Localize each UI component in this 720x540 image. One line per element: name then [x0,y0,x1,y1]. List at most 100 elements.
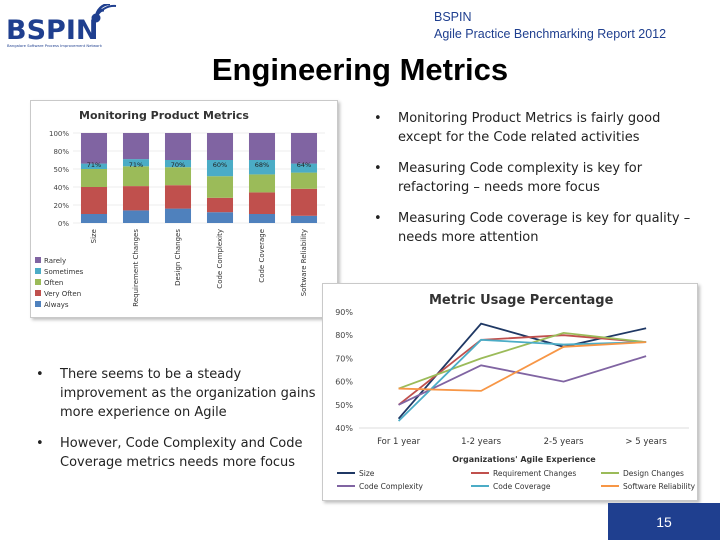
legend-label: Software Reliability [623,482,696,491]
y-tick-label: 100% [49,130,69,138]
bullets-right: Monitoring Product Metrics is fairly goo… [374,109,694,259]
bar-segment [248,133,276,160]
data-label: 64% [297,161,311,169]
bullet-item: There seems to be a steady improvement a… [36,365,320,422]
x-tick-label: Requirement Changes [132,229,140,307]
legend-swatch [35,268,41,274]
series-line [398,334,647,406]
y-tick-label: 0% [58,220,69,228]
legend-swatch [35,290,41,296]
bar-segment [122,166,150,187]
legend-label: Rarely [44,257,66,265]
series-line [398,331,647,390]
x-axis-label: Organizations' Agile Experience [452,455,596,464]
bspin-logo: BSPIN Bangalore Software Process Improve… [6,4,117,48]
bullet-item: However, Code Complexity and Code Covera… [36,434,320,472]
legend-label: Design Changes [623,469,684,478]
monitoring-metrics-chart: Monitoring Product Metrics 0% 20% 40% 50% 80%… [30,100,338,318]
bar-segment [80,133,108,164]
bar-segment [290,133,318,164]
y-tick-label: 70% [335,354,353,363]
data-label: 68% [255,161,269,169]
x-tick-label: Code Coverage [258,229,266,283]
bar-segment [122,133,150,160]
bar-segment [248,160,276,175]
legend-swatch [35,301,41,307]
y-tick-label: 50% [335,401,353,410]
y-tick-label: 20% [53,202,69,210]
bullets-left: There seems to be a steady improvement a… [36,365,320,484]
y-tick-label: 50% [53,166,69,174]
bar-segment [206,133,234,160]
bar-segment [206,197,234,213]
metric-usage-svg: Metric Usage Percentage 40% 50% 60% 70% 80% 90… [335,293,696,491]
x-tick-label: Software Reliability [300,229,308,296]
bar-segment [122,210,150,223]
monitoring-metrics-svg: Monitoring Product Metrics 0% 20% 40% 50% 80%… [35,109,325,309]
bar-segment [248,214,276,223]
bar-segment [122,186,150,211]
legend-label: Often [44,279,63,287]
bar-segment [164,208,192,223]
x-tick-label: Code Complexity [216,229,224,289]
legend-label: Always [44,301,69,309]
y-tick-label: 40% [335,424,353,433]
header-org-name: BSPIN [434,10,472,24]
data-label: 71% [87,161,101,169]
bar-segment [164,185,192,209]
bar-segment [80,169,108,187]
chart-title: Metric Usage Percentage [429,293,614,308]
bar-segment [290,163,318,173]
y-tick-label: 90% [335,308,353,317]
page-title: Engineering Metrics [211,52,509,87]
legend-label: Requirement Changes [493,469,576,478]
x-tick-label: Size [90,229,98,243]
bar-segment [164,160,192,168]
legend-label: Code Complexity [359,482,424,491]
y-tick-label: 40% [53,184,69,192]
bar-segment [290,188,318,216]
bar-segment [206,160,234,177]
bullet-item: Measuring Code complexity is key for ref… [374,159,694,197]
series-line [398,341,647,392]
page-number: 15 [608,503,720,540]
legend-label: Size [359,469,375,478]
logo-tagline: Bangalore Software Process Improvement N… [7,44,103,48]
x-tick-label: > 5 years [625,437,667,447]
x-tick-label: Design Changes [174,229,182,286]
legend-label: Sometimes [44,268,84,276]
bar-segment [248,174,276,193]
data-label: 70% [171,161,185,169]
bar-segment [80,187,108,214]
bullet-item: Monitoring Product Metrics is fairly goo… [374,109,694,147]
bar-segment [164,167,192,186]
legend-swatch [35,257,41,263]
legend-label: Very Often [44,290,81,298]
bar-segment [206,212,234,223]
chart-title: Monitoring Product Metrics [79,109,249,122]
series-line [398,355,647,406]
x-tick-label: 2-5 years [544,437,585,447]
data-label: 71% [129,161,143,169]
logo-text: BSPIN [6,15,98,46]
bar-segment [164,133,192,160]
legend-swatch [35,279,41,285]
bar-segment [80,163,108,169]
series-line [397,338,647,422]
bar-segment [206,176,234,198]
bar-segment [248,192,276,214]
bullet-item: Measuring Code coverage is key for quali… [374,209,694,247]
y-tick-label: 80% [53,148,69,156]
bar-segment [290,215,318,223]
bar-segment [290,172,318,189]
x-tick-label: 1-2 years [461,437,502,447]
y-tick-label: 80% [335,331,353,340]
bar-segment [80,214,108,223]
y-tick-label: 60% [335,378,353,387]
logo-signal-icon [91,4,117,23]
bar-segment [122,159,150,167]
legend-label: Code Coverage [493,482,551,491]
header-report-name: Agile Practice Benchmarking Report 2012 [434,27,667,41]
x-tick-label: For 1 year [377,437,421,447]
data-label: 60% [213,161,227,169]
